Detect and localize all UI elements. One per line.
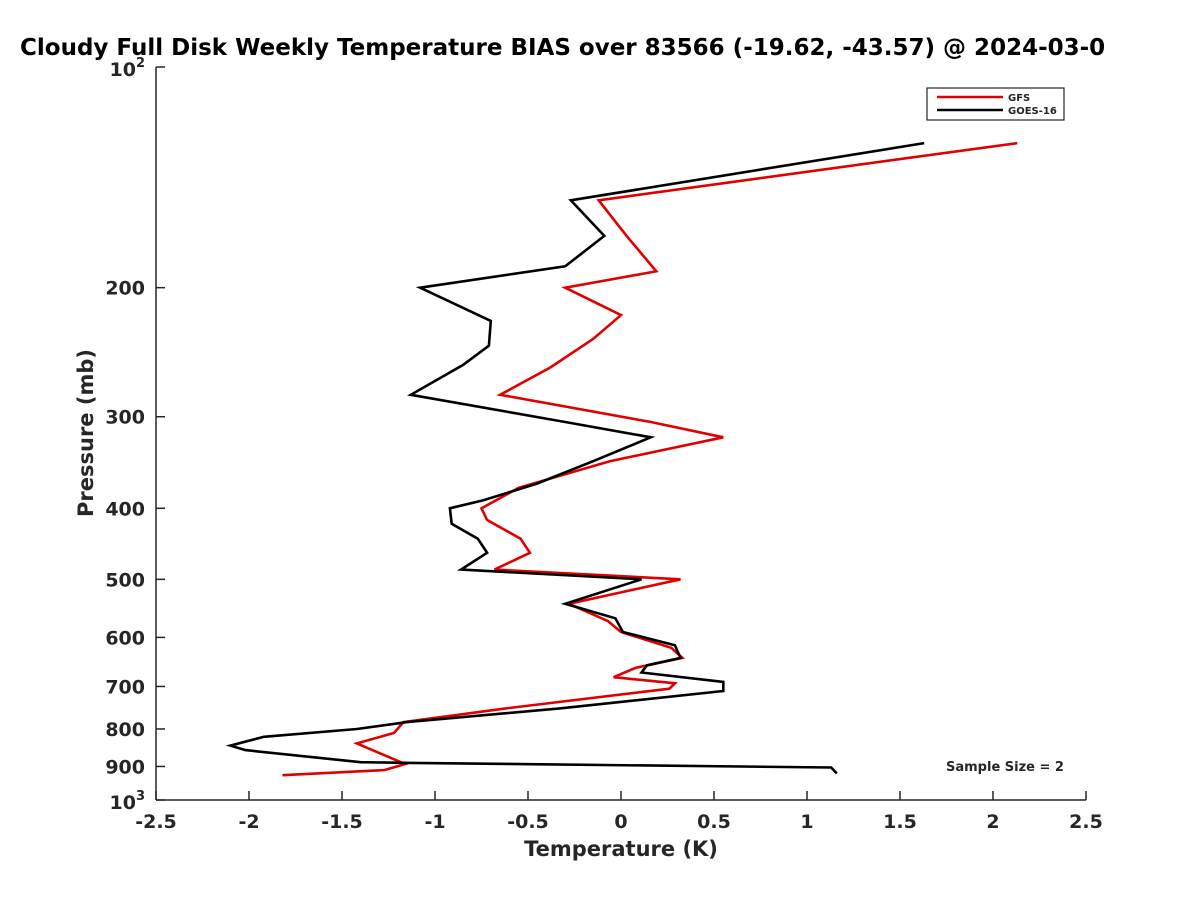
legend-box bbox=[926, 87, 1065, 121]
x-tick-label: 2 bbox=[986, 811, 999, 833]
y-tick-label: 500 bbox=[105, 569, 145, 591]
chart-title: Cloudy Full Disk Weekly Temperature BIAS… bbox=[20, 35, 1105, 61]
x-tick-label: 1 bbox=[800, 811, 813, 833]
y-tick-label: 600 bbox=[105, 627, 145, 649]
x-ticks: -2.5 -2 -1.5 -1 -0.5 0 0.5 1 1.5 2 2.5 bbox=[135, 791, 1103, 833]
legend: GFS GOES-16 bbox=[926, 87, 1065, 121]
x-tick-label: 2.5 bbox=[1069, 811, 1103, 833]
y-axis-label: Pressure (mb) bbox=[74, 349, 98, 517]
x-tick-label: -2 bbox=[238, 811, 259, 833]
x-tick-label: -0.5 bbox=[507, 811, 549, 833]
x-tick-label: 0.5 bbox=[697, 811, 731, 833]
plot-series bbox=[225, 141, 1018, 777]
x-axis-label: Temperature (K) bbox=[524, 837, 718, 861]
y-tick-label: 200 bbox=[105, 278, 145, 300]
y-ticks: 102 200 300 400 500 600 700 800 900 103 bbox=[105, 56, 165, 814]
y-tick-label: 400 bbox=[105, 498, 145, 520]
x-tick-label: -1 bbox=[424, 811, 445, 833]
legend-label-gfs: GFS bbox=[1008, 93, 1030, 104]
y-tick-label: 700 bbox=[105, 676, 145, 698]
series-line-goes16 bbox=[225, 141, 925, 775]
y-tick-label: 800 bbox=[105, 719, 145, 741]
x-tick-label: 1.5 bbox=[883, 811, 917, 833]
y-tick-label: 102 bbox=[110, 56, 146, 81]
y-tick-label: 900 bbox=[105, 756, 145, 778]
x-tick-label: -2.5 bbox=[135, 811, 177, 833]
y-tick-label: 103 bbox=[110, 789, 146, 814]
x-tick-label: -1.5 bbox=[321, 811, 363, 833]
legend-label-goes16: GOES-16 bbox=[1008, 106, 1057, 117]
x-tick-label: 0 bbox=[614, 811, 627, 833]
y-tick-label: 300 bbox=[105, 407, 145, 429]
sample-size-annotation: Sample Size = 2 bbox=[946, 760, 1064, 775]
